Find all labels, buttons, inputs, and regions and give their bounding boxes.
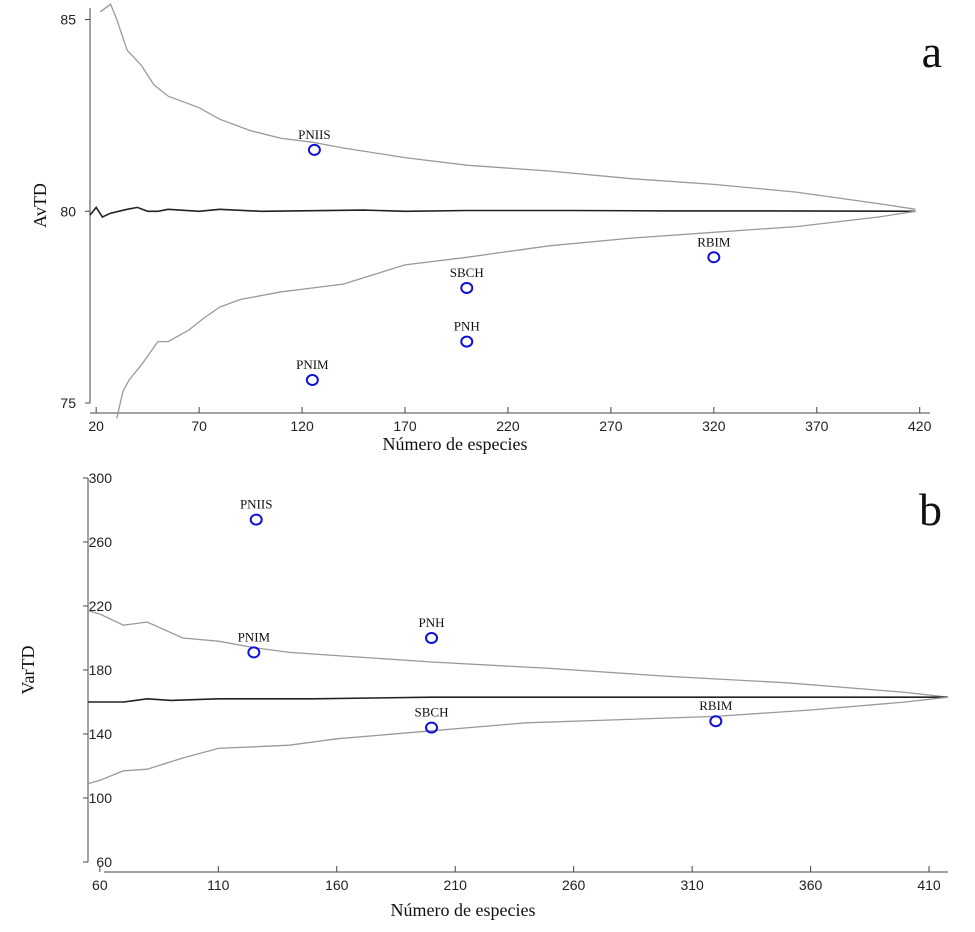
y-tick-label: 140 bbox=[89, 726, 113, 742]
site-label: RBIM bbox=[699, 698, 733, 713]
panel-letter: b bbox=[919, 484, 942, 535]
site-point-pniis bbox=[249, 513, 263, 526]
lower-line bbox=[116, 210, 916, 419]
site-point-rbim bbox=[707, 251, 721, 264]
site-label: RBIM bbox=[697, 234, 731, 249]
x-tick-label: 70 bbox=[191, 418, 207, 434]
site-point-pnh bbox=[460, 335, 474, 348]
x-tick-label: 120 bbox=[290, 418, 314, 434]
site-label: SBCH bbox=[450, 265, 484, 280]
x-tick-label: 310 bbox=[680, 877, 704, 893]
y-tick-label: 100 bbox=[89, 790, 113, 806]
x-tick-label: 20 bbox=[88, 418, 104, 434]
lower-line bbox=[87, 696, 949, 785]
avtd-panel: 75 80 85 20 70 120 170 220 270 320 370 420 Número de… bbox=[30, 3, 942, 454]
x-tick-label: 60 bbox=[92, 877, 108, 893]
upper-line bbox=[99, 3, 916, 210]
y-tick-label: 75 bbox=[60, 395, 76, 411]
panel-letter: a bbox=[922, 26, 942, 77]
y-tick-label: 80 bbox=[60, 203, 76, 219]
site-point-sbch bbox=[460, 281, 474, 294]
y-axis-title: AvTD bbox=[30, 183, 50, 228]
upper-line bbox=[87, 610, 949, 698]
x-tick-label: 170 bbox=[393, 418, 417, 434]
x-tick-label: 420 bbox=[908, 418, 932, 434]
y-tick-label: 260 bbox=[89, 534, 113, 550]
x-tick-label: 360 bbox=[799, 877, 823, 893]
x-axis-title: Número de especies bbox=[383, 434, 528, 454]
y-tick-label: 60 bbox=[96, 854, 112, 870]
x-tick-label: 270 bbox=[599, 418, 623, 434]
x-tick-label: 370 bbox=[805, 418, 829, 434]
x-tick-label: 410 bbox=[917, 877, 941, 893]
mean-line bbox=[89, 206, 916, 219]
y-axis-title: VarTD bbox=[18, 646, 38, 695]
site-label: PNIIS bbox=[298, 127, 331, 142]
site-label: PNIIS bbox=[240, 497, 273, 512]
site-label: SBCH bbox=[415, 705, 449, 720]
mean-line bbox=[88, 696, 948, 703]
x-tick-label: 220 bbox=[496, 418, 520, 434]
site-point-pnim bbox=[247, 646, 261, 659]
site-point-pnim bbox=[305, 373, 319, 386]
x-tick-label: 110 bbox=[207, 877, 230, 893]
site-point-pniis bbox=[307, 143, 321, 156]
x-tick-label: 320 bbox=[702, 418, 726, 434]
y-tick-label: 220 bbox=[89, 598, 113, 614]
vartd-panel: 60 100 140 180 220 260 300 60 110 160 210 260 310 360… bbox=[18, 470, 949, 920]
site-point-pnh bbox=[425, 632, 439, 644]
y-tick-label: 300 bbox=[89, 470, 113, 486]
site-label: PNIM bbox=[296, 357, 329, 372]
y-tick-label: 85 bbox=[60, 12, 76, 28]
x-tick-label: 210 bbox=[444, 877, 468, 893]
y-tick-label: 180 bbox=[89, 662, 113, 678]
x-axis-title: Número de especies bbox=[391, 900, 536, 920]
x-tick-label: 160 bbox=[325, 877, 349, 893]
x-tick-label: 260 bbox=[562, 877, 586, 893]
site-label: PNH bbox=[419, 615, 445, 630]
site-point-rbim bbox=[709, 715, 723, 728]
site-point-sbch bbox=[425, 721, 439, 734]
site-label: PNH bbox=[454, 319, 480, 334]
site-label: PNIM bbox=[238, 629, 271, 644]
